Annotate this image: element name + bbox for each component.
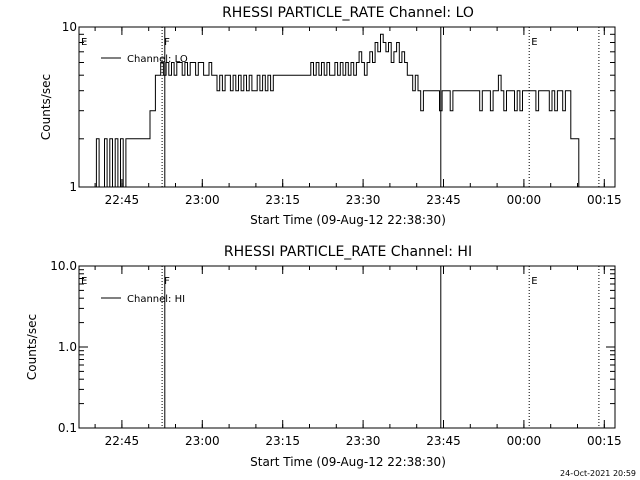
event-marker-label: E — [531, 276, 537, 287]
event-marker-label: F — [164, 37, 170, 48]
x-tick-label: 00:15 — [587, 193, 622, 207]
x-tick-label: 00:00 — [507, 434, 542, 448]
x-tick-label: 23:45 — [426, 193, 461, 207]
lo-legend-label: Channel: LO — [127, 54, 188, 65]
hi-legend: Channel: HI — [101, 294, 185, 305]
x-tick-label: 23:15 — [265, 434, 300, 448]
lo-plot-frame — [78, 26, 616, 188]
hi-x-axis-label: Start Time (09-Aug-12 22:38:30) — [250, 455, 446, 469]
y-tick-label: 1.0 — [58, 340, 77, 354]
x-tick-label: 23:45 — [426, 434, 461, 448]
event-marker-label: E — [81, 276, 87, 287]
hi-legend-label: Channel: HI — [127, 294, 185, 305]
lo-x-axis-label: Start Time (09-Aug-12 22:38:30) — [250, 213, 446, 227]
x-tick-label: 23:00 — [185, 193, 220, 207]
y-tick-label: 0.1 — [58, 421, 77, 435]
x-tick-label: 23:15 — [265, 193, 300, 207]
y-tick-label: 10.0 — [50, 259, 77, 273]
lo-series — [93, 33, 582, 188]
hi-channel-panel: RHESSI PARTICLE_RATE Channel: HI Start T… — [25, 244, 622, 469]
x-tick-label: 23:00 — [185, 434, 220, 448]
hi-plot-frame — [78, 265, 616, 429]
x-tick-label: 23:30 — [346, 193, 381, 207]
y-tick-label: 1 — [69, 180, 77, 194]
series-line-lo — [93, 33, 582, 188]
y-tick-label: 10 — [62, 20, 77, 34]
x-tick-label: 22:45 — [105, 434, 140, 448]
lo-channel-panel: RHESSI PARTICLE_RATE Channel: LO Start T… — [39, 5, 622, 227]
x-tick-label: 23:30 — [346, 434, 381, 448]
lo-y-axis-label: Counts/sec — [39, 74, 53, 140]
x-tick-label: 22:45 — [105, 193, 140, 207]
lo-legend: Channel: LO — [101, 54, 188, 65]
lo-axis-ticks: 22:45 23:00 23:15 23:30 23:45 00:00 00:15 1 10 — [62, 20, 622, 207]
lo-panel-title: RHESSI PARTICLE_RATE Channel: LO — [222, 5, 474, 21]
hi-y-axis-label: Counts/sec — [25, 314, 39, 380]
x-tick-label: 00:15 — [587, 434, 622, 448]
event-marker-label: F — [164, 276, 170, 287]
event-marker-label: E — [81, 37, 87, 48]
hi-panel-title: RHESSI PARTICLE_RATE Channel: HI — [224, 244, 472, 260]
hi-axis-ticks: 22:45 23:00 23:15 23:30 23:45 00:00 00:15 0.1 1.… — [50, 259, 621, 448]
x-tick-label: 00:00 — [507, 193, 542, 207]
event-marker-label: E — [531, 37, 537, 48]
generation-timestamp: 24-Oct-2021 20:59 — [560, 469, 636, 478]
